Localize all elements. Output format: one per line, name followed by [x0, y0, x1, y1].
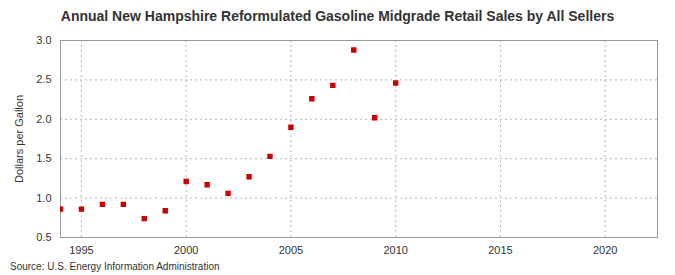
svg-text:2020: 2020 — [593, 244, 617, 256]
svg-text:2.0: 2.0 — [36, 113, 51, 125]
svg-text:2010: 2010 — [383, 244, 407, 256]
svg-text:2000: 2000 — [174, 244, 198, 256]
svg-text:0.5: 0.5 — [36, 231, 51, 243]
svg-text:1995: 1995 — [69, 244, 93, 256]
svg-text:3.0: 3.0 — [36, 34, 51, 46]
svg-text:2015: 2015 — [488, 244, 512, 256]
svg-text:2.5: 2.5 — [36, 73, 51, 85]
svg-text:Dollars per Gallon: Dollars per Gallon — [13, 95, 25, 183]
svg-text:1.5: 1.5 — [36, 152, 51, 164]
html-text:Annual New Hampshire Reformula: Annual New Hampshire Reformulated Gasoli… — [60, 8, 615, 24]
svg-text:1.0: 1.0 — [36, 192, 51, 204]
html-text:Source: U.S. Energy Informatio: Source: U.S. Energy Information Administ… — [10, 261, 220, 272]
svg-text:2005: 2005 — [279, 244, 303, 256]
